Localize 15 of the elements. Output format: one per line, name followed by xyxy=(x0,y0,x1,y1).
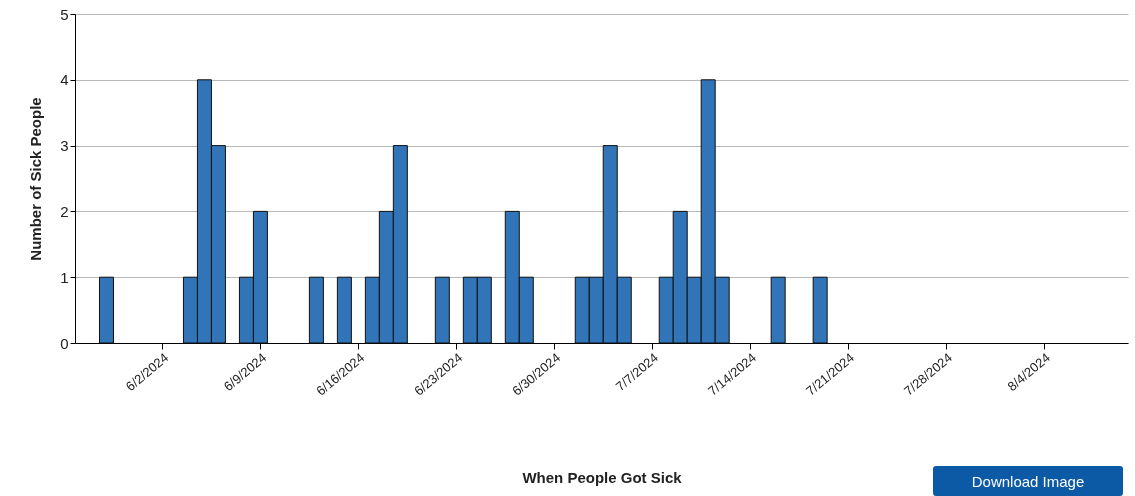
bar xyxy=(812,276,828,344)
y-tick-label: 0 xyxy=(60,334,69,352)
y-tick-label: 3 xyxy=(60,137,69,155)
bar xyxy=(336,276,352,344)
bar xyxy=(98,276,114,344)
download-button: Download Image xyxy=(933,466,1123,496)
y-tick-label: 2 xyxy=(60,202,69,220)
x-axis-title: When People Got Sick xyxy=(522,468,683,486)
y-axis-title: Number of Sick People xyxy=(27,97,45,261)
bar xyxy=(770,276,786,344)
y-tick-label: 5 xyxy=(60,5,69,23)
bar xyxy=(434,276,450,344)
y-tick-label: 4 xyxy=(60,71,69,89)
bar xyxy=(308,276,324,344)
y-tick-label: 1 xyxy=(60,268,69,286)
